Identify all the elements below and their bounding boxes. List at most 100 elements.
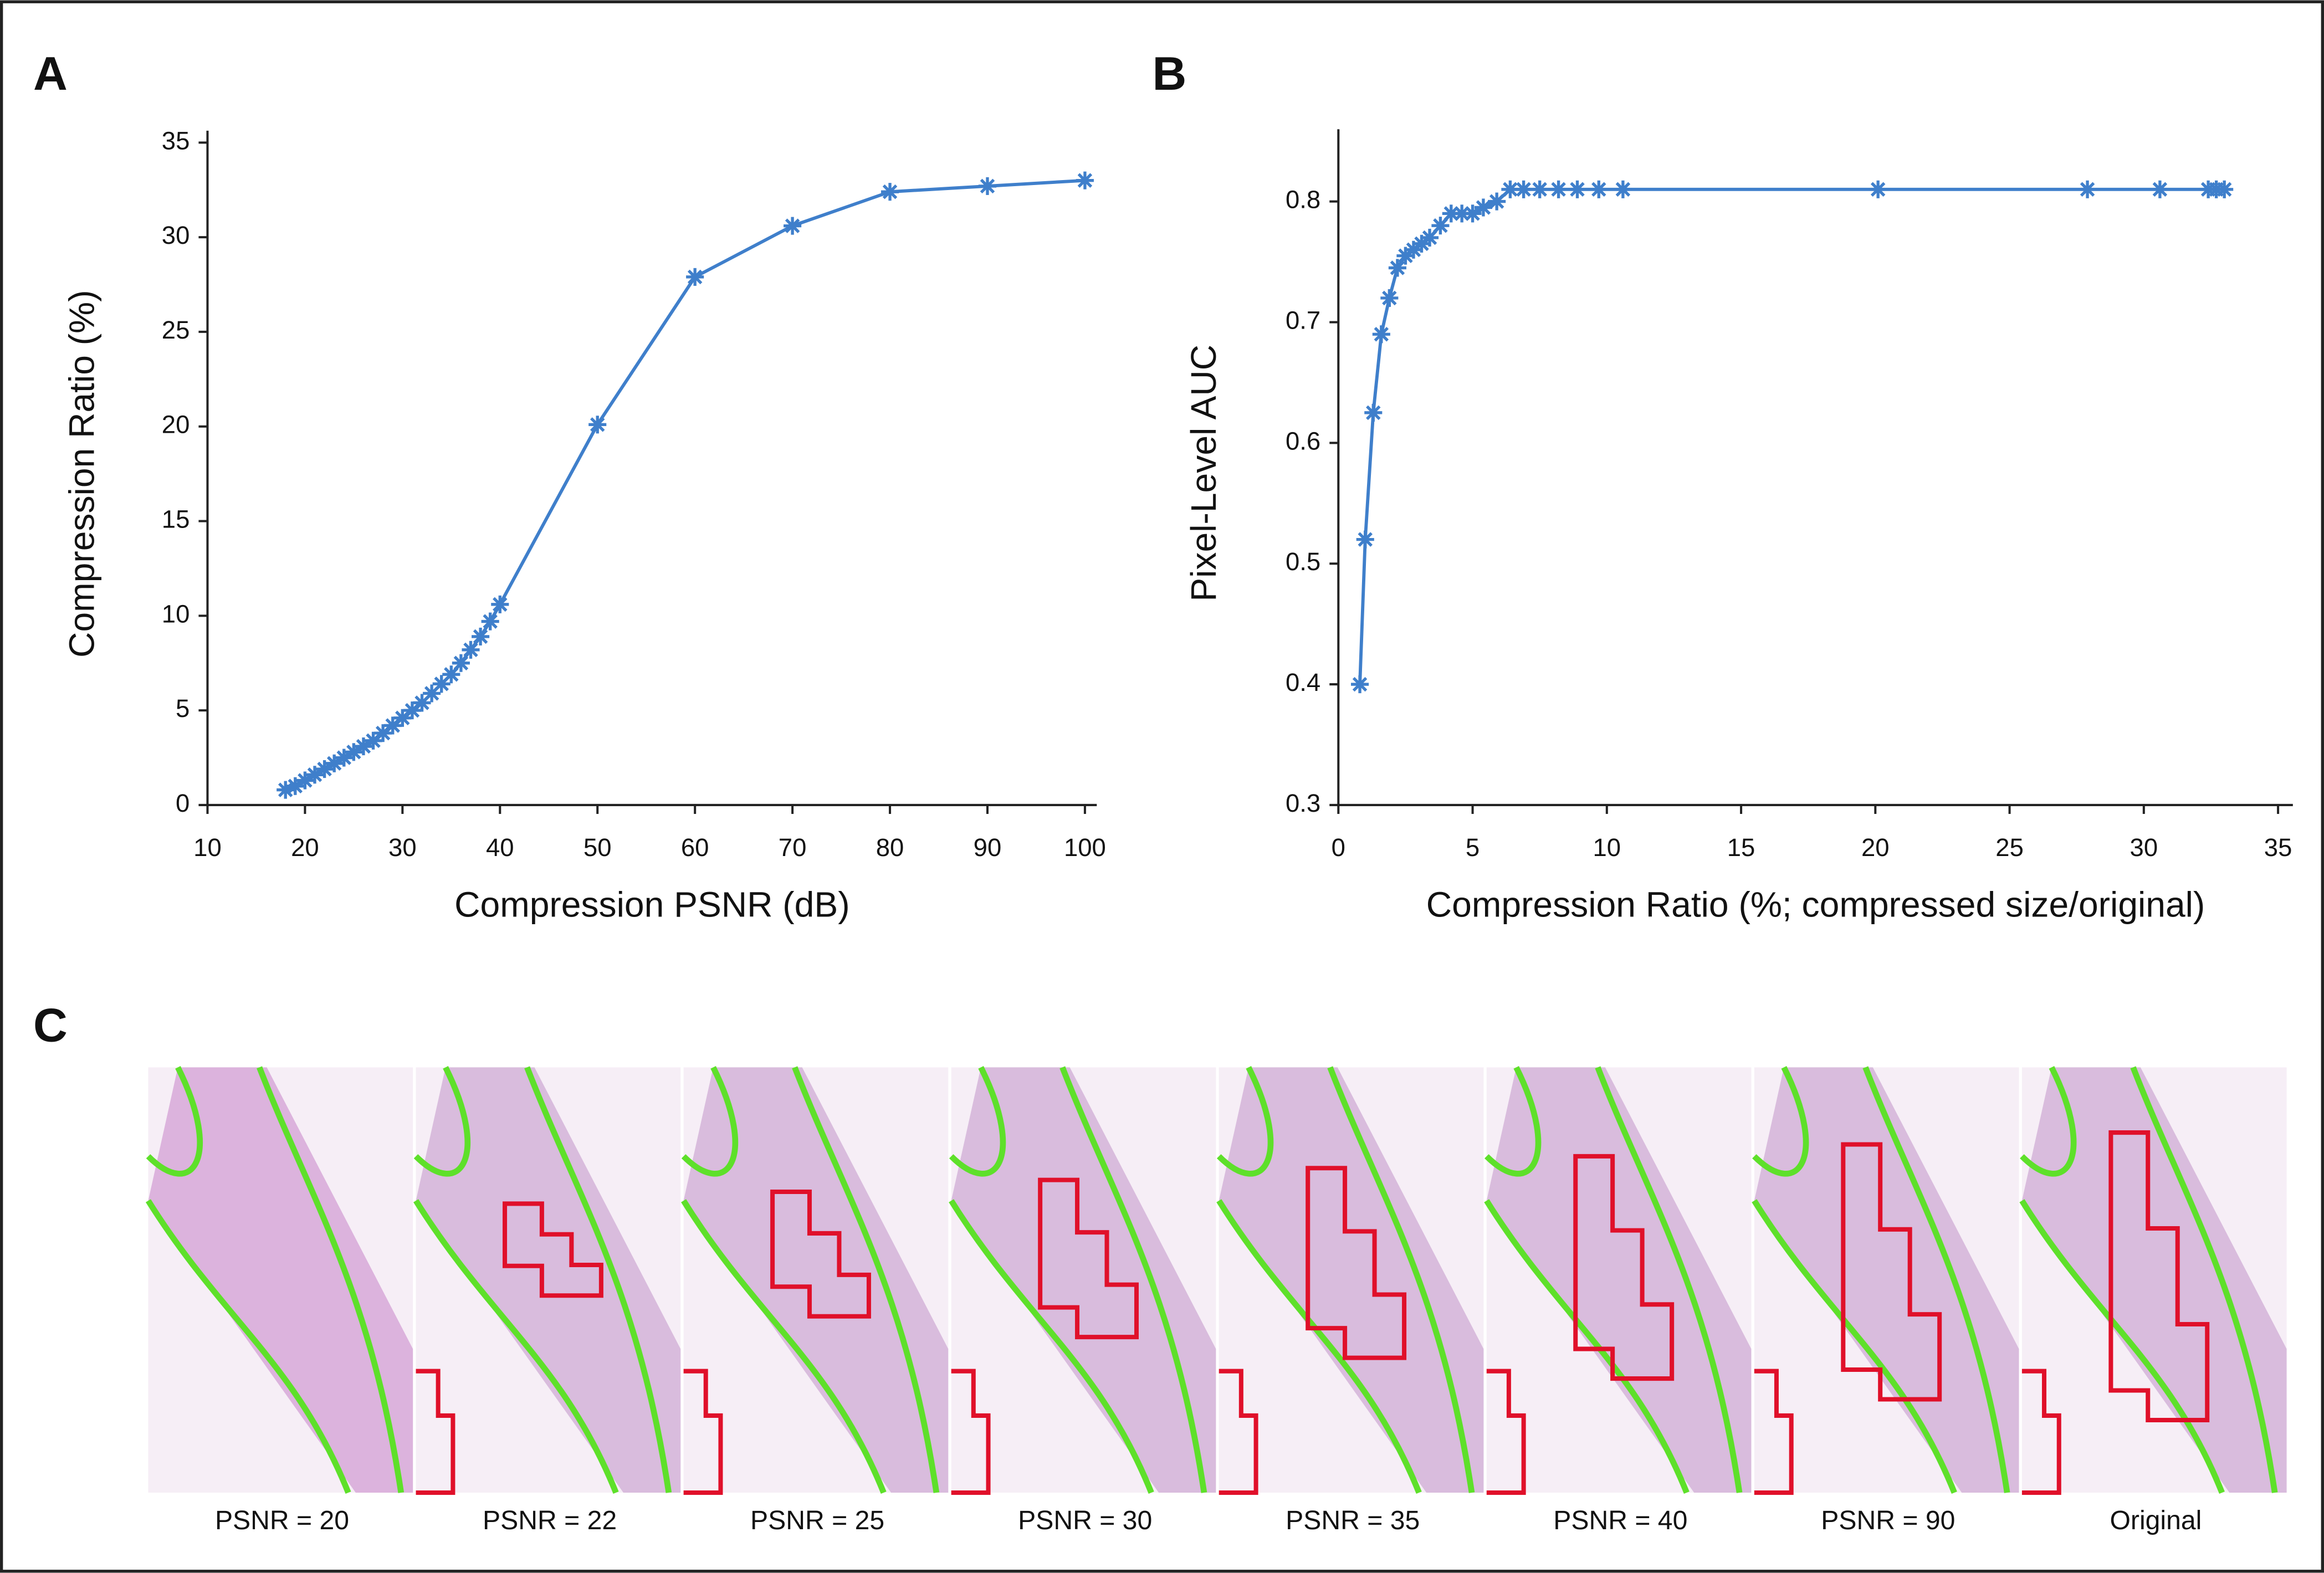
x-axis-title: Compression PSNR (dB) xyxy=(454,884,849,924)
marker-stroke xyxy=(1454,206,1470,221)
x-tick-label: 20 xyxy=(291,833,319,862)
data-marker xyxy=(1590,180,1608,198)
y-tick-label: 30 xyxy=(162,221,190,249)
marker-stroke xyxy=(326,756,342,771)
marker-stroke xyxy=(493,597,508,612)
marker-stroke xyxy=(1570,182,1585,197)
green-outline xyxy=(949,1199,1154,1494)
data-marker xyxy=(442,665,460,684)
marker-stroke xyxy=(2216,182,2232,197)
green-outline xyxy=(949,1065,1006,1177)
red-region xyxy=(1219,1369,1258,1495)
marker-stroke xyxy=(1422,230,1437,245)
data-marker xyxy=(1351,675,1369,694)
marker-stroke xyxy=(346,745,361,760)
data-marker xyxy=(784,217,802,235)
marker-stroke xyxy=(1532,182,1547,197)
data-marker xyxy=(1530,180,1549,198)
y-axis-title: Compression Ratio (%) xyxy=(62,290,101,657)
image-strip: PSNR = 20 PSNR = 22 PSNR = 25 PSNR = 30 PSNR… xyxy=(145,1065,2287,1535)
x-tick-label: 30 xyxy=(2130,833,2158,862)
green-outline xyxy=(792,1066,940,1493)
tissue xyxy=(416,1067,681,1493)
image-tile xyxy=(681,1065,949,1495)
green-outline xyxy=(1752,1065,1809,1177)
data-marker xyxy=(1364,403,1383,422)
y-tick-label: 0.8 xyxy=(1286,186,1320,214)
image-tile xyxy=(1216,1065,1484,1495)
marker-stroke xyxy=(405,703,420,718)
data-marker xyxy=(383,716,402,735)
tissue xyxy=(1486,1067,1752,1493)
data-marker xyxy=(881,183,899,201)
green-outline xyxy=(2019,1199,2225,1494)
data-marker xyxy=(1356,530,1374,549)
x-tick-label: 90 xyxy=(974,833,1002,862)
red-region xyxy=(2108,1130,2210,1422)
tissue xyxy=(1754,1067,2019,1493)
marker-stroke xyxy=(1358,532,1373,547)
data-marker xyxy=(1076,171,1094,189)
green-outline xyxy=(681,1065,739,1177)
data-marker xyxy=(462,641,480,659)
marker-stroke xyxy=(444,667,459,682)
green-outline xyxy=(413,1199,619,1494)
data-marker xyxy=(1614,180,1632,198)
data-marker xyxy=(1420,228,1439,247)
marker-stroke xyxy=(1551,182,1566,197)
red-region xyxy=(1573,1154,1675,1381)
marker-stroke xyxy=(473,629,488,644)
tile-caption: PSNR = 90 xyxy=(1821,1505,1955,1535)
data-marker xyxy=(1869,180,1887,198)
red-region xyxy=(416,1369,455,1495)
data-marker xyxy=(588,416,607,434)
marker-stroke xyxy=(483,614,498,629)
y-tick-label: 15 xyxy=(162,505,190,534)
image-tile xyxy=(413,1065,681,1495)
marker-stroke xyxy=(980,178,995,194)
marker-stroke xyxy=(1476,200,1491,215)
y-axis-title: Pixel-Level AUC xyxy=(1184,345,1224,602)
green-outline xyxy=(413,1065,471,1177)
data-marker xyxy=(472,627,490,645)
green-outline xyxy=(681,1199,887,1494)
data-marker xyxy=(978,177,997,195)
marker-stroke xyxy=(288,778,303,794)
marker-stroke xyxy=(1390,260,1405,275)
green-outline xyxy=(1484,1199,1690,1494)
red-region xyxy=(503,1201,603,1298)
green-outline xyxy=(1752,1199,1957,1494)
data-marker xyxy=(335,749,353,767)
marker-stroke xyxy=(882,184,898,199)
data-marker xyxy=(1431,217,1450,235)
marker-stroke xyxy=(317,761,332,777)
green-outline xyxy=(1216,1065,1274,1177)
marker-stroke xyxy=(1489,194,1504,209)
y-tick-label: 20 xyxy=(162,411,190,439)
green-outline xyxy=(524,1066,672,1493)
x-tick-label: 25 xyxy=(1995,833,2024,862)
data-marker xyxy=(1388,259,1406,277)
data-marker xyxy=(1474,198,1492,217)
data-marker xyxy=(2079,180,2097,198)
y-tick-label: 5 xyxy=(176,694,190,723)
x-axis-title: Compression Ratio (%; compressed size/or… xyxy=(1426,884,2205,924)
image-tile xyxy=(1484,1065,1752,1495)
marker-stroke xyxy=(1374,327,1389,342)
data-marker xyxy=(686,268,704,286)
marker-stroke xyxy=(1433,218,1448,233)
panel-label: C xyxy=(33,999,68,1052)
marker-stroke xyxy=(1591,182,1606,197)
green-outline xyxy=(1059,1066,1207,1493)
data-marker xyxy=(374,724,392,742)
x-tick-label: 10 xyxy=(193,833,222,862)
data-marker xyxy=(2215,180,2234,198)
tile-caption: PSNR = 30 xyxy=(1018,1505,1152,1535)
marker-stroke xyxy=(366,733,381,749)
y-tick-label: 0.3 xyxy=(1286,789,1320,817)
x-tick-label: 5 xyxy=(1466,833,1480,862)
red-region xyxy=(1841,1142,1942,1402)
marker-stroke xyxy=(2080,182,2095,197)
y-tick-label: 0 xyxy=(176,789,190,817)
